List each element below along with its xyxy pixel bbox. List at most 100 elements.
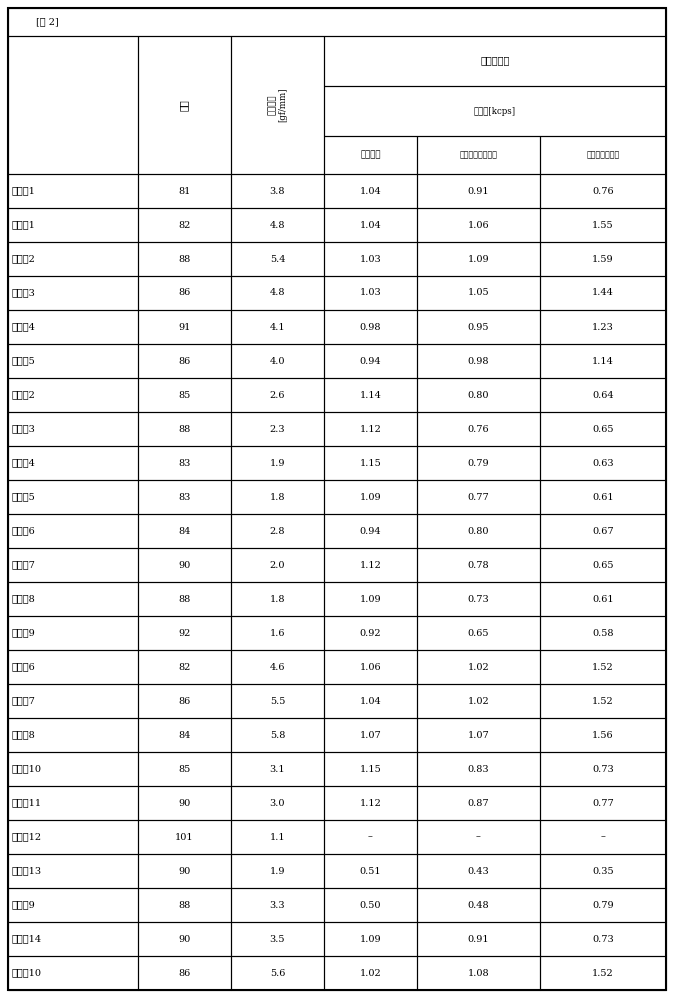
Text: 1.14: 1.14 [592,357,614,365]
Text: 88: 88 [179,254,191,263]
Text: 比较例12: 比较例12 [12,832,42,841]
Bar [8,548,138,582]
Bar [8,514,138,548]
Text: 实施例3: 实施例3 [12,288,36,297]
Text: 实施例4: 实施例4 [12,322,36,332]
Text: 1.1: 1.1 [270,832,285,841]
Text: 实施例1: 实施例1 [12,221,36,230]
Text: 1.8: 1.8 [270,594,285,603]
Text: 0.73: 0.73 [592,764,614,774]
Bar [231,174,324,208]
Text: 1.8: 1.8 [270,492,285,502]
Bar [324,86,666,136]
Text: 5.4: 5.4 [270,254,285,263]
Bar [417,786,540,820]
Bar [540,174,666,208]
Text: 0.78: 0.78 [468,560,489,569]
Bar [8,8,666,36]
Bar [540,922,666,956]
Text: 比较例3: 比较例3 [12,424,36,434]
Bar [231,548,324,582]
Bar [540,548,666,582]
Text: 3.1: 3.1 [270,764,285,774]
Text: 0.73: 0.73 [592,934,614,943]
Text: 1.02: 1.02 [468,696,489,706]
Text: 比较例4: 比较例4 [12,459,36,468]
Text: 0.65: 0.65 [468,629,489,638]
Text: 84: 84 [179,526,191,536]
Text: 1.07: 1.07 [360,730,381,740]
Text: [表 2]: [表 2] [36,17,59,26]
Text: 0.35: 0.35 [592,866,614,876]
Text: 1.23: 1.23 [592,322,614,332]
Text: 1.44: 1.44 [592,288,614,297]
Text: 86: 86 [179,357,191,365]
Text: 83: 83 [179,459,191,468]
Bar [231,514,324,548]
Bar [540,446,666,480]
Bar [8,310,138,344]
Text: 0.95: 0.95 [468,322,489,332]
Text: 1.59: 1.59 [592,254,614,263]
Text: 实施例9: 实施例9 [12,901,36,910]
Text: 0.91: 0.91 [468,934,489,943]
Text: 91: 91 [179,322,191,332]
Text: 0.76: 0.76 [592,187,614,196]
Bar [231,922,324,956]
Bar [417,208,540,242]
Bar [8,208,138,242]
Text: 82: 82 [179,663,191,672]
Bar [8,446,138,480]
Bar [8,174,138,208]
Bar [231,276,324,310]
Text: 0.92: 0.92 [360,629,381,638]
Text: –: – [601,832,605,841]
Text: 0.51: 0.51 [360,866,381,876]
Bar [138,480,231,514]
Bar [417,582,540,616]
Text: 4.8: 4.8 [270,288,285,297]
Text: 1.08: 1.08 [468,968,489,977]
Text: 0.77: 0.77 [592,798,614,808]
Bar [417,820,540,854]
Bar [540,616,666,650]
Text: 0.48: 0.48 [468,901,489,910]
Bar [138,582,231,616]
Text: 1.02: 1.02 [360,968,381,977]
Text: 90: 90 [179,866,191,876]
Text: 1.06: 1.06 [468,221,489,230]
Bar [540,820,666,854]
Text: 0.83: 0.83 [468,764,489,774]
Bar [540,786,666,820]
Text: 88: 88 [179,901,191,910]
Text: 1.12: 1.12 [359,560,381,569]
Bar [138,888,231,922]
Bar [324,956,417,990]
Bar [324,820,417,854]
Bar [540,854,666,888]
Bar [138,548,231,582]
Bar [138,650,231,684]
Text: 实施例8: 实施例8 [12,730,36,740]
Text: 0.91: 0.91 [468,187,489,196]
Text: 1.09: 1.09 [360,934,381,943]
Text: 4.6: 4.6 [270,663,285,672]
Bar [540,650,666,684]
Bar [138,242,231,276]
Bar [138,718,231,752]
Bar [540,956,666,990]
Bar [231,446,324,480]
Bar [231,378,324,412]
Bar [324,684,417,718]
Bar [8,276,138,310]
Bar [231,684,324,718]
Bar [138,786,231,820]
Bar [231,820,324,854]
Bar [324,922,417,956]
Text: 83: 83 [179,492,191,502]
Bar [231,888,324,922]
Bar [417,888,540,922]
Text: 0.61: 0.61 [592,492,614,502]
Bar [138,446,231,480]
Text: 1.9: 1.9 [270,459,285,468]
